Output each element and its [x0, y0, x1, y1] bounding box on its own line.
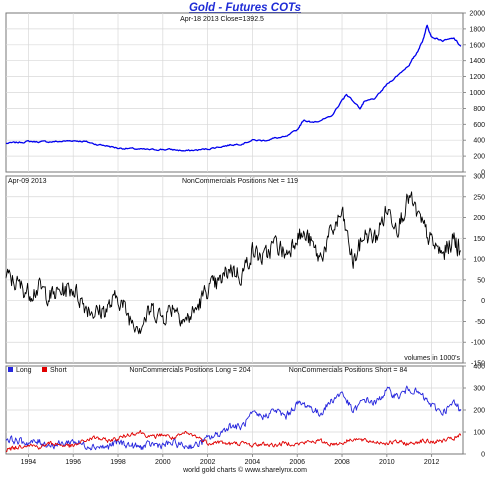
x-tick-label: 2012 [424, 459, 440, 466]
volume-note: volumes in 1000's [404, 355, 460, 362]
series-line-panel-2 [5, 191, 462, 335]
x-tick-label: 2010 [379, 459, 395, 466]
series-line-short [5, 429, 462, 453]
series-lines [5, 24, 462, 453]
x-tick-label: 1994 [21, 459, 37, 466]
x-tick-label: 1996 [65, 459, 81, 466]
y-tick-label: 800 [473, 106, 485, 113]
legend-swatch-short [42, 367, 47, 372]
x-tick-label: 2004 [245, 459, 261, 466]
chart-title: Gold - Futures COTs [189, 2, 301, 14]
series-line-panel-1 [5, 24, 462, 152]
y-tick-label: 200 [473, 408, 485, 415]
long-header: NonCommercials Positions Long = 204 [129, 367, 250, 374]
y-tick-label: 2000 [469, 11, 485, 18]
y-tick-label: 400 [473, 138, 485, 145]
net-header: NonCommercials Positions Net = 119 [182, 178, 298, 185]
y-tick-label: 0 [481, 298, 485, 305]
price-header: Apr-18 2013 Close=1392.5 [180, 16, 264, 23]
y-tick-label: 100 [473, 257, 485, 264]
x-tick-label: 2006 [289, 459, 305, 466]
y-tick-label: 100 [473, 430, 485, 437]
y-tick-label: -150 [471, 361, 485, 368]
panel-frame [5, 175, 464, 364]
y-tick-label: 1800 [469, 26, 485, 33]
x-tick-label: 2002 [200, 459, 216, 466]
y-tick-label: -100 [471, 340, 485, 347]
footer-credit: world gold charts © www.sharelynx.com [182, 466, 307, 474]
short-header: NonCommercials Positions Short = 84 [289, 367, 408, 374]
x-tick-label: 1998 [110, 459, 126, 466]
y-tick-label: 150 [473, 236, 485, 243]
y-tick-label: 250 [473, 194, 485, 201]
x-tick-label: 2008 [334, 459, 350, 466]
y-tick-label: 300 [473, 386, 485, 393]
grid-lines [6, 12, 466, 457]
y-tick-label: 200 [473, 154, 485, 161]
y-tick-label: 200 [473, 215, 485, 222]
net-date-label: Apr-09 2013 [8, 178, 47, 185]
y-tick-label: 600 [473, 122, 485, 129]
y-tick-label: 0 [481, 452, 485, 459]
legend-label-long: Long [16, 367, 32, 374]
y-tick-label: 1200 [469, 74, 485, 81]
y-tick-label: 300 [473, 174, 485, 181]
y-tick-label: 1600 [469, 42, 485, 49]
legend-label-short: Short [50, 367, 67, 374]
y-tick-label: -50 [475, 319, 485, 326]
labels: 0200400600800100012001400160018002000Apr… [8, 11, 485, 466]
y-tick-label: 0 [481, 170, 485, 177]
legend-swatch-long [8, 367, 13, 372]
y-tick-label: 400 [473, 364, 485, 371]
series-line-long [5, 385, 462, 451]
x-tick-label: 2000 [155, 459, 171, 466]
y-tick-label: 1000 [469, 90, 485, 97]
y-tick-label: 1400 [469, 58, 485, 65]
y-tick-label: 50 [477, 277, 485, 284]
